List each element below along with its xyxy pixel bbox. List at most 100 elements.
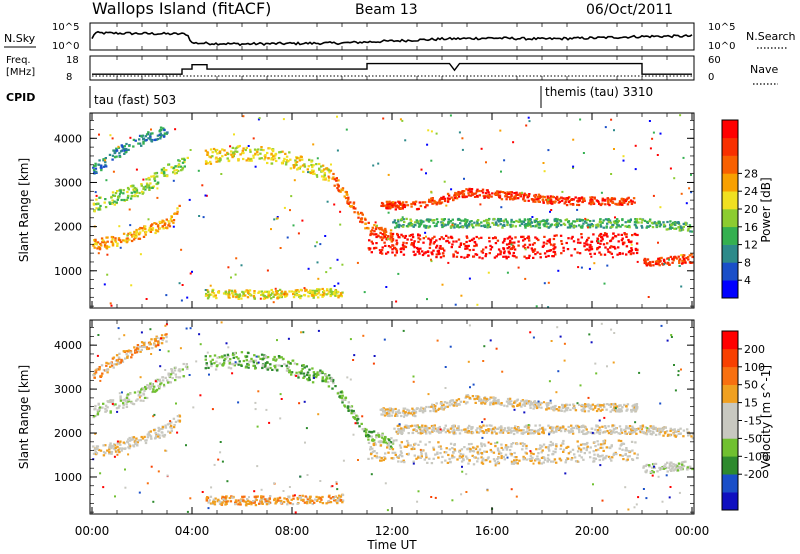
power-point xyxy=(207,295,211,298)
velocity-point xyxy=(272,358,275,361)
velocity-point xyxy=(601,446,604,449)
velocity-point xyxy=(529,429,532,432)
velocity-point xyxy=(285,364,288,367)
velocity-point xyxy=(636,456,639,460)
velocity-point xyxy=(622,458,625,461)
power-point xyxy=(367,227,370,230)
velocity-point xyxy=(274,359,277,362)
power-point xyxy=(466,236,469,239)
velocity-point xyxy=(327,385,331,388)
power-point xyxy=(234,293,237,296)
power-point xyxy=(397,226,401,229)
power-point xyxy=(472,255,476,258)
power-point xyxy=(155,182,158,186)
power-point xyxy=(189,272,192,275)
velocity-point xyxy=(410,447,413,451)
velocity-point xyxy=(542,432,545,435)
velocity-point xyxy=(94,371,98,374)
velocity-point xyxy=(594,445,597,448)
power-point xyxy=(614,219,617,223)
velocity-point xyxy=(232,356,235,359)
power-point xyxy=(417,237,420,240)
velocity-point xyxy=(182,375,185,378)
power-point xyxy=(534,195,537,198)
velocity-point xyxy=(523,431,526,434)
power-point xyxy=(599,203,602,207)
power-point xyxy=(373,224,376,227)
power-point xyxy=(527,116,530,119)
power-point xyxy=(573,248,577,251)
power-point xyxy=(645,264,649,267)
velocity-point xyxy=(396,431,400,434)
velocity-point xyxy=(452,424,456,427)
velocity-point xyxy=(512,462,516,465)
power-point xyxy=(262,149,265,152)
power-point xyxy=(337,184,340,187)
power-point xyxy=(127,194,130,197)
power-point xyxy=(658,260,661,263)
power-point xyxy=(537,197,540,200)
power-point xyxy=(549,198,552,201)
power-point xyxy=(616,220,619,223)
power-point xyxy=(517,197,520,200)
velocity-point xyxy=(440,461,444,464)
power-point xyxy=(535,237,539,240)
power-point xyxy=(126,196,130,199)
power-point xyxy=(495,223,498,226)
velocity-point xyxy=(566,457,570,460)
velocity-point xyxy=(434,405,437,408)
velocity-point xyxy=(612,403,615,406)
power-point xyxy=(485,218,488,222)
velocity-point xyxy=(399,446,403,449)
velocity-point xyxy=(94,404,97,408)
velocity-point xyxy=(172,417,176,420)
power-point xyxy=(105,179,108,182)
power-point xyxy=(102,158,105,161)
power-point xyxy=(532,256,535,259)
velocity-point xyxy=(547,407,550,410)
power-point xyxy=(231,292,234,295)
velocity-point xyxy=(519,442,522,445)
power-point xyxy=(293,179,296,182)
power-colorbar-swatch xyxy=(722,280,738,299)
velocity-point xyxy=(480,442,483,445)
power-point xyxy=(423,201,426,204)
power-point xyxy=(110,240,113,243)
power-point xyxy=(385,252,388,255)
power-point xyxy=(500,170,502,173)
velocity-point xyxy=(110,452,113,455)
velocity-point xyxy=(483,450,486,453)
velocity-point xyxy=(215,360,218,363)
power-point xyxy=(327,176,331,179)
power-point xyxy=(306,168,309,171)
power-point xyxy=(572,220,575,223)
power-point xyxy=(539,256,542,259)
power-point xyxy=(599,232,603,236)
power-point xyxy=(443,218,446,221)
power-point xyxy=(544,222,548,225)
power-point xyxy=(681,228,685,231)
power-point xyxy=(348,205,352,208)
power-point xyxy=(307,295,310,298)
power-point xyxy=(361,221,364,224)
power-point xyxy=(158,130,161,133)
power-point xyxy=(539,220,542,223)
power-point xyxy=(337,296,340,299)
velocity-point xyxy=(609,446,612,450)
velocity-point xyxy=(482,431,485,434)
power-point xyxy=(492,217,496,221)
power-point xyxy=(406,204,410,207)
power-point xyxy=(311,171,315,174)
power-point xyxy=(140,144,143,147)
power-point xyxy=(672,221,675,224)
velocity-point xyxy=(134,442,137,445)
power-point xyxy=(324,235,327,237)
power-point xyxy=(503,159,506,162)
velocity-point xyxy=(160,431,163,434)
velocity-point xyxy=(525,424,528,427)
velocity-point xyxy=(691,432,695,435)
velocity-point xyxy=(536,455,539,458)
power-point xyxy=(452,198,455,201)
velocity-point xyxy=(542,461,545,464)
